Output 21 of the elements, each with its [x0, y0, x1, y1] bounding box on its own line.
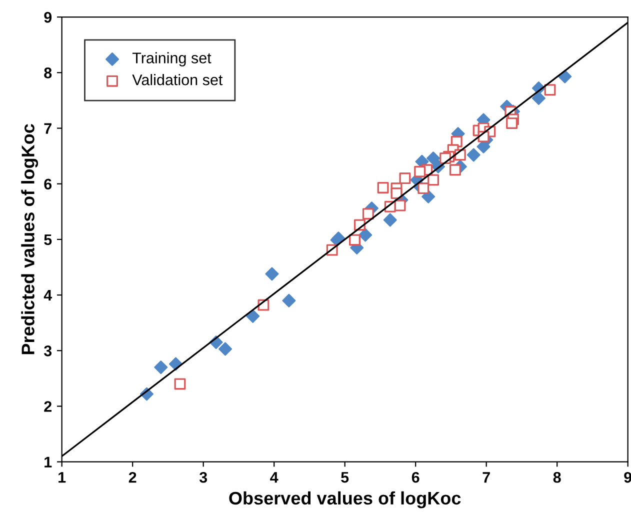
x-tick-label: 2 [128, 472, 136, 483]
y-tick-label: 6 [44, 178, 52, 190]
y-tick-label: 7 [44, 123, 52, 134]
y-tick-label: 1 [44, 456, 52, 468]
y-tick-label: 2 [44, 401, 52, 412]
y-tick-label: 3 [44, 345, 52, 356]
y-axis-title: Predicted values of logKoc [21, 124, 38, 354]
x-tick-label: 4 [270, 472, 278, 483]
y-tick-label: 5 [44, 234, 52, 246]
x-tick-label: 8 [553, 472, 561, 483]
y-tick-label: 8 [44, 67, 52, 78]
legend-label: Validation set [132, 74, 223, 86]
y-tick-label: 4 [44, 290, 52, 301]
x-tick-label: 5 [341, 472, 349, 483]
x-tick-label: 1 [58, 472, 66, 483]
x-tick-label: 7 [482, 472, 490, 483]
x-axis-title: Observed values of logKoc [229, 491, 461, 508]
x-tick-label: 6 [412, 472, 420, 483]
x-tick-label: 3 [199, 472, 208, 483]
y-tick-label: 9 [44, 12, 52, 23]
legend-label: Training set [132, 52, 212, 66]
